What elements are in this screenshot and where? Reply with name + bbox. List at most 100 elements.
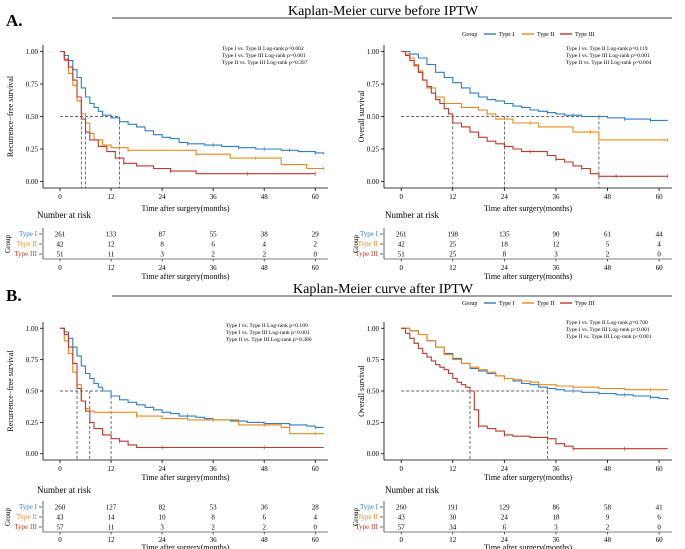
y-tick-label: 0.00 — [367, 450, 380, 458]
logrank-pvalue: Type I vs. Type III Log-rank p<0.001 — [226, 330, 310, 336]
x-tick-label: 24 — [159, 465, 167, 473]
logrank-pvalue: Type I vs. Type III Log-rank p<0.001 — [566, 327, 650, 333]
y-tick-label: 0.75 — [367, 81, 380, 89]
y-axis-label: Recurrence−free survival — [6, 350, 15, 432]
risk-count: 2 — [262, 251, 266, 259]
x-tick-label: 12 — [108, 465, 116, 473]
survival-curve-type-1 — [401, 50, 668, 121]
x-tick-label: 36 — [210, 465, 218, 473]
risk-count: 25 — [449, 241, 457, 249]
risk-count: 0 — [657, 524, 661, 532]
risk-x-tick-label: 48 — [604, 264, 612, 272]
x-tick-label: 48 — [261, 193, 269, 201]
km-plot-A-left: 0.00 0.25 0.50 0.75 1.00 0 12 24 36 48 60 Time afte… — [6, 45, 328, 213]
risk-count: 4 — [262, 241, 266, 249]
risk-count: 43 — [398, 514, 406, 522]
risk-count: 6 — [657, 514, 661, 522]
x-tick-label: 60 — [312, 465, 320, 473]
x-tick-label: 12 — [449, 465, 457, 473]
risk-count: 57 — [57, 524, 65, 532]
km-plot-B-right: 0.00 0.25 0.50 0.75 1.00 0 12 24 36 48 60 Time afte… — [357, 320, 672, 482]
risk-x-tick-label: 0 — [399, 264, 403, 272]
x-tick-label: 60 — [656, 465, 664, 473]
risk-count: 9 — [606, 514, 610, 522]
risk-count: 3 — [160, 524, 164, 532]
number-at-risk-title: Number at risk — [37, 210, 91, 220]
x-tick-label: 48 — [604, 465, 612, 473]
km-plot-B-left: 0.00 0.25 0.50 0.75 1.00 0 12 24 36 48 60 Time afte… — [6, 322, 328, 482]
x-tick-label: 12 — [108, 193, 116, 201]
panel-label: A. — [6, 11, 23, 30]
risk-x-tick-label: 24 — [501, 536, 509, 544]
risk-count: 3 — [554, 251, 558, 259]
risk-count: 90 — [552, 231, 560, 239]
legend-label-type-1: Type I — [499, 301, 514, 307]
risk-row-label-type-2: Type II — [17, 240, 38, 248]
y-tick-label: 0.75 — [26, 81, 39, 89]
legend: Group Type I Type II Type III — [462, 301, 594, 307]
risk-count: 12 — [108, 241, 116, 249]
risk-x-tick-label: 36 — [210, 536, 218, 544]
x-tick-label: 0 — [58, 193, 62, 201]
risk-x-tick-label: 60 — [312, 264, 320, 272]
risk-count: 86 — [552, 504, 560, 512]
y-tick-label: 0.50 — [367, 388, 380, 396]
risk-count: 2 — [211, 524, 215, 532]
risk-x-tick-label: 48 — [604, 536, 612, 544]
y-tick-label: 1.00 — [367, 48, 380, 56]
risk-x-tick-label: 12 — [449, 536, 457, 544]
risk-count: 260 — [396, 504, 407, 512]
risk-x-tick-label: 60 — [312, 536, 320, 544]
y-tick-label: 0.25 — [367, 419, 380, 427]
risk-x-tick-label: 48 — [261, 536, 269, 544]
risk-x-tick-label: 0 — [58, 536, 62, 544]
logrank-pvalue: Type II vs. Type III Log-rank p=0.300 — [226, 337, 312, 343]
legend-label-type-3: Type III — [575, 32, 594, 38]
risk-row-label-type-3: Type III — [355, 523, 378, 531]
risk-count: 4 — [657, 241, 661, 249]
risk-count: 2 — [211, 251, 215, 259]
x-tick-label: 0 — [399, 465, 403, 473]
risk-count: 6 — [262, 514, 266, 522]
y-tick-label: 0.50 — [367, 113, 380, 121]
y-axis-label: Recurrence−free survival — [6, 75, 15, 157]
risk-group-axis-label: Group — [4, 508, 12, 526]
legend-label-type-3: Type III — [575, 301, 594, 307]
y-tick-label: 0.00 — [26, 178, 39, 186]
x-tick-label: 0 — [399, 193, 403, 201]
risk-count: 2 — [606, 524, 610, 532]
x-axis-label: Time after surgery(months) — [484, 473, 572, 482]
risk-count: 2 — [313, 241, 317, 249]
x-tick-label: 36 — [210, 193, 218, 201]
risk-x-tick-label: 48 — [261, 264, 269, 272]
legend-title: Group — [462, 301, 477, 307]
x-axis-label: Time after surgery(months) — [142, 473, 230, 482]
x-tick-label: 60 — [656, 193, 664, 201]
risk-row-label-type-1: Type I — [19, 230, 38, 238]
risk-count: 57 — [398, 524, 406, 532]
legend-label-type-1: Type I — [499, 32, 514, 38]
risk-count: 18 — [501, 241, 509, 249]
logrank-pvalue: Type I vs. Type II Log-rank p=0.700 — [566, 320, 648, 326]
risk-count: 5 — [606, 241, 610, 249]
risk-x-tick-label: 24 — [159, 536, 167, 544]
risk-count: 8 — [211, 514, 215, 522]
risk-count: 0 — [313, 251, 317, 259]
y-tick-label: 0.75 — [26, 356, 39, 364]
risk-count: 11 — [108, 524, 115, 532]
risk-count: 36 — [261, 504, 269, 512]
logrank-pvalue: Type II vs. Type III Log-rank p=0.004 — [566, 60, 652, 66]
x-tick-label: 36 — [552, 465, 560, 473]
x-tick-label: 60 — [312, 193, 320, 201]
risk-count: 44 — [656, 231, 664, 239]
risk-x-tick-label: 60 — [656, 536, 664, 544]
y-tick-label: 1.00 — [26, 325, 39, 333]
risk-count: 3 — [554, 524, 558, 532]
risk-count: 10 — [159, 514, 167, 522]
y-axis-label: Overall survival — [357, 90, 366, 143]
risk-count: 11 — [108, 251, 115, 259]
